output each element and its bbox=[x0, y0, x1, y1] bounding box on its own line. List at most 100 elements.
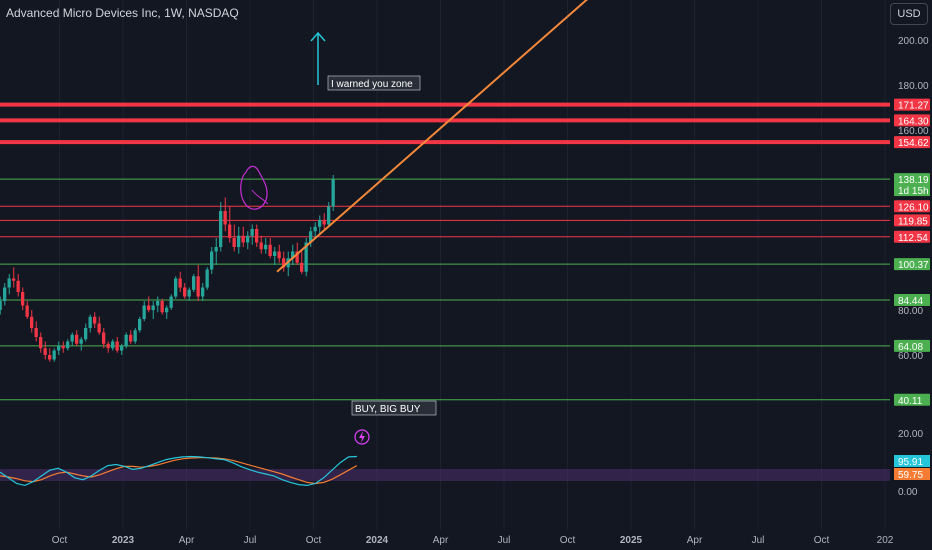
oscillator-tag-box bbox=[894, 455, 930, 467]
x-tick-label: Oct bbox=[52, 535, 68, 546]
price-tag: 100.37 bbox=[894, 258, 930, 271]
candle bbox=[165, 305, 169, 319]
oscillator-d-line bbox=[0, 457, 358, 485]
currency-button[interactable]: USD bbox=[890, 3, 928, 25]
candle-body bbox=[237, 235, 241, 247]
y-tick-label: 80.00 bbox=[898, 306, 923, 317]
annotation-text: BUY, BIG BUY bbox=[355, 404, 421, 415]
candle bbox=[21, 287, 25, 310]
x-tick-label: Apr bbox=[687, 535, 703, 546]
candle-body bbox=[291, 251, 295, 259]
candle-body bbox=[142, 305, 146, 319]
candle-body bbox=[115, 341, 119, 351]
candle bbox=[196, 265, 200, 301]
candle-body bbox=[241, 235, 245, 243]
candle bbox=[61, 341, 65, 353]
x-tick-label: Apr bbox=[433, 535, 449, 546]
x-tick-label: Oct bbox=[814, 535, 830, 546]
y-tick-label: 160.00 bbox=[898, 126, 929, 137]
candle bbox=[48, 348, 52, 362]
countdown-tag: 1d 15h bbox=[894, 184, 930, 197]
candle-body bbox=[120, 346, 124, 351]
oscillator-tag-label: 59.75 bbox=[898, 470, 923, 481]
candle-body bbox=[66, 341, 70, 349]
y-tick-label: 20.00 bbox=[898, 429, 923, 440]
candle bbox=[0, 296, 2, 315]
price-tag: 126.10 bbox=[894, 200, 930, 213]
candle-body bbox=[201, 287, 205, 297]
oscillator-band bbox=[0, 469, 890, 481]
price-tag-box bbox=[894, 173, 930, 186]
annotation: I warned you zone bbox=[327, 75, 421, 91]
candlesticks bbox=[0, 175, 335, 362]
candle-body bbox=[124, 334, 128, 346]
candle bbox=[138, 316, 142, 333]
candle bbox=[237, 226, 241, 254]
candle bbox=[178, 271, 182, 292]
candle-body bbox=[187, 289, 191, 297]
candle bbox=[192, 274, 196, 292]
candle-body bbox=[75, 334, 79, 344]
price-tag-box bbox=[894, 230, 930, 243]
price-tag: 164.30 bbox=[894, 114, 930, 127]
candle bbox=[214, 238, 218, 265]
candle-body bbox=[205, 269, 209, 288]
candle-body bbox=[111, 341, 115, 349]
candle-body bbox=[70, 334, 74, 342]
price-tag-box bbox=[894, 200, 930, 213]
candle-body bbox=[223, 211, 227, 225]
candle bbox=[111, 339, 115, 351]
price-tag-label: 100.37 bbox=[898, 260, 929, 271]
x-tick-label: Apr bbox=[179, 535, 195, 546]
price-tag-box bbox=[894, 339, 930, 352]
candle-body bbox=[12, 278, 16, 281]
price-tag-label: 119.85 bbox=[898, 216, 928, 227]
annotations: I warned you zone BUY, BIG BUY bbox=[327, 75, 437, 416]
candle-body bbox=[192, 276, 196, 290]
candle bbox=[174, 276, 178, 299]
candle bbox=[273, 247, 277, 265]
candle-body bbox=[313, 226, 317, 232]
candle bbox=[75, 330, 79, 346]
candle bbox=[259, 235, 263, 254]
candle-body bbox=[295, 251, 299, 263]
candle-body bbox=[246, 235, 250, 243]
y-tick-label: 180.00 bbox=[898, 81, 929, 92]
candle-body bbox=[97, 323, 101, 333]
candle-body bbox=[250, 229, 254, 236]
countdown-label: 1d 15h bbox=[898, 186, 929, 197]
candle bbox=[327, 202, 331, 227]
lightning-icon[interactable] bbox=[354, 429, 370, 445]
horizontal-levels bbox=[0, 102, 890, 401]
candle bbox=[3, 283, 7, 306]
candle-body bbox=[52, 350, 56, 360]
candle bbox=[210, 247, 214, 274]
candle-body bbox=[178, 278, 182, 288]
candle bbox=[232, 224, 236, 252]
candle bbox=[115, 337, 119, 353]
candle-body bbox=[259, 242, 263, 250]
trendline-group bbox=[276, 0, 588, 273]
candle bbox=[201, 283, 205, 301]
price-tag: 40.11 bbox=[894, 393, 930, 407]
price-tag-box bbox=[894, 294, 930, 307]
candle-body bbox=[277, 251, 281, 259]
candle bbox=[300, 251, 304, 274]
x-tick-label: 202 bbox=[877, 535, 894, 546]
price-tag-box bbox=[894, 258, 930, 271]
candle bbox=[84, 323, 88, 342]
candle bbox=[79, 337, 83, 351]
price-tag-box bbox=[894, 114, 930, 127]
candle-body bbox=[7, 278, 11, 288]
candle bbox=[97, 316, 101, 335]
candle bbox=[34, 321, 38, 342]
candle-body bbox=[106, 343, 110, 349]
candle-body bbox=[183, 287, 187, 297]
candle-body bbox=[318, 220, 322, 227]
candle bbox=[147, 296, 151, 313]
candle-body bbox=[255, 229, 259, 243]
candle bbox=[309, 226, 313, 247]
candle bbox=[160, 298, 164, 315]
x-tick-label: Oct bbox=[306, 535, 322, 546]
